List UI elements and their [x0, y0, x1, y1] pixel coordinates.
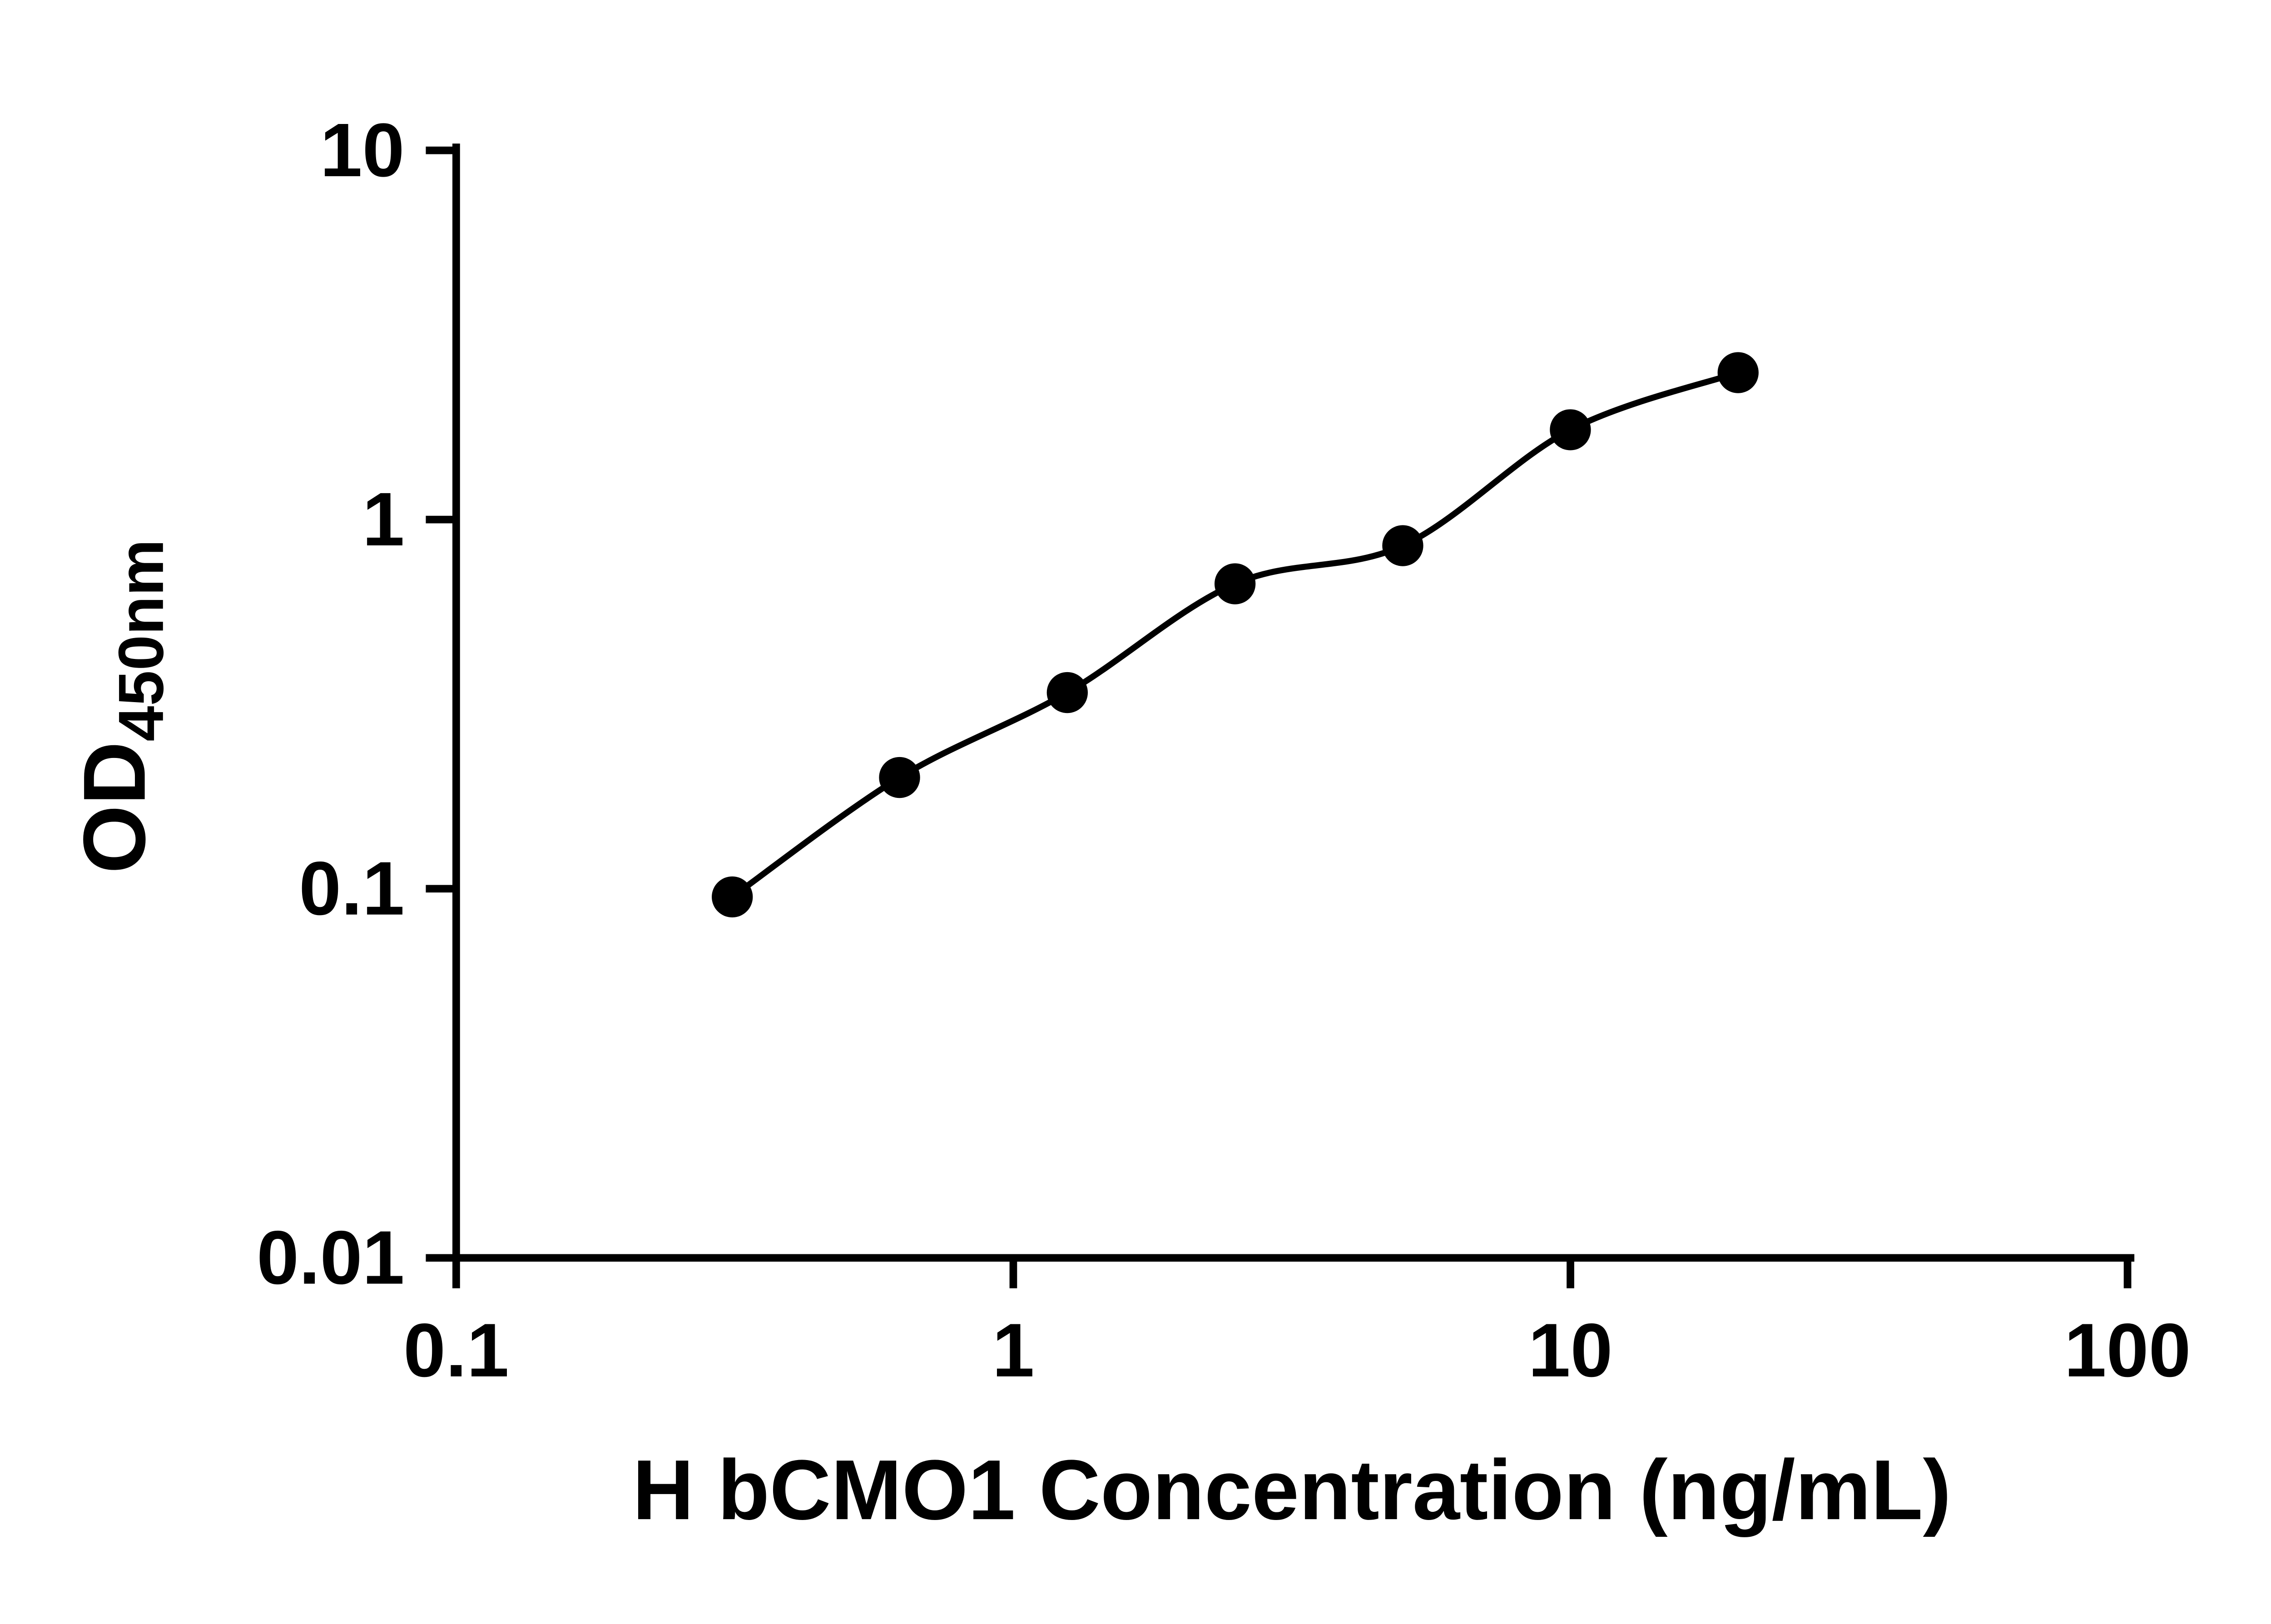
y-axis-title-main: OD	[65, 742, 164, 874]
x-tick-label: 1	[992, 1308, 1034, 1393]
data-point	[1717, 352, 1759, 393]
y-tick-label: 0.1	[299, 847, 405, 931]
y-axis-title-subscript: 450nm	[105, 539, 177, 741]
x-axis-title: H bCMO1 Concentration (ng/mL)	[633, 1442, 1951, 1537]
y-tick-label: 0.01	[257, 1216, 405, 1300]
data-point	[1382, 525, 1423, 566]
y-tick-label: 10	[320, 108, 405, 193]
data-point	[1550, 409, 1591, 451]
data-point	[1046, 672, 1088, 713]
y-tick-label: 1	[362, 477, 405, 562]
x-tick-label: 10	[1528, 1308, 1613, 1393]
y-axis-title: OD450nm	[65, 539, 177, 873]
data-point	[879, 757, 920, 798]
x-tick-label: 100	[2064, 1308, 2191, 1393]
fit-curve	[730, 370, 1739, 900]
data-point	[712, 876, 753, 918]
data-point	[1214, 563, 1256, 604]
x-tick-label: 0.1	[403, 1308, 509, 1393]
